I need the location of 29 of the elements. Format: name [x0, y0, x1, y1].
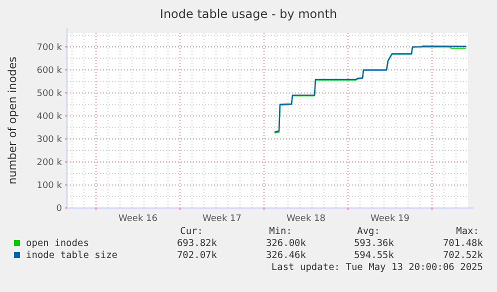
text: 326.46k	[266, 250, 306, 261]
text: 702.52k	[442, 250, 484, 261]
x-tick-label: Week 16	[118, 214, 158, 224]
text: 594.55k	[354, 250, 394, 261]
y-tick-label: 500 k	[36, 88, 63, 99]
text: 593.36k	[354, 238, 394, 249]
chart-title: Inode table usage - by month	[160, 7, 338, 21]
legend-label: open inodes	[26, 238, 89, 249]
text: 702.07k	[176, 250, 218, 261]
text: Cur:	[180, 226, 203, 237]
text: 701.48k	[442, 238, 484, 249]
x-tick-label: Week 19	[370, 214, 410, 224]
y-tick-label: 400 k	[36, 112, 63, 122]
y-axis-title: number of open inodes	[6, 56, 19, 184]
text: Min:	[269, 226, 292, 237]
x-tick-label: Week 18	[286, 214, 326, 224]
y-tick-label: 300 k	[36, 134, 63, 145]
text: Max:	[456, 226, 479, 237]
text: Avg:	[357, 226, 380, 237]
text: 693.82k	[176, 238, 218, 249]
y-tick-label: 0	[56, 204, 62, 214]
text: Last update: Tue May 13 20:00:06 2025	[271, 262, 483, 273]
y-tick-label: 600 k	[36, 66, 63, 76]
text: 326.00k	[266, 238, 306, 249]
y-tick-label: 200 k	[36, 158, 63, 168]
y-tick-label: 100 k	[36, 180, 63, 191]
y-tick-label: 700 k	[36, 42, 63, 53]
legend-label: inode table size	[26, 250, 118, 261]
x-tick-label: Week 17	[202, 214, 242, 224]
